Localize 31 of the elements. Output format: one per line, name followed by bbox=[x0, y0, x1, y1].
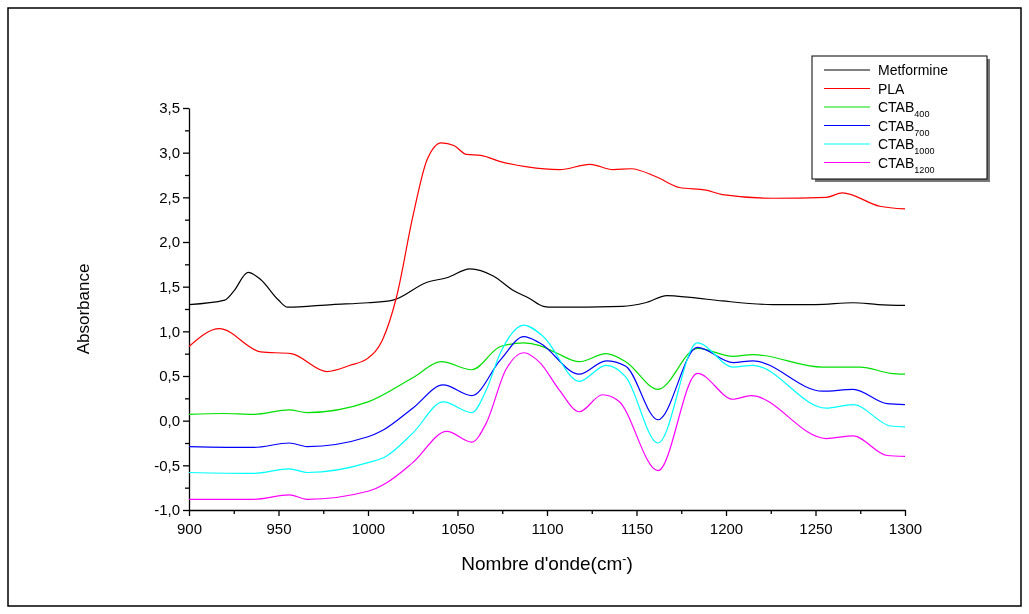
x-tick-label: 900 bbox=[176, 520, 203, 537]
y-tick-label: 3,0 bbox=[159, 143, 180, 161]
legend-label: CTAB$_{1000}$ bbox=[878, 136, 935, 156]
y-tick-label: 2,0 bbox=[159, 233, 180, 251]
x-tick-label: 1200 bbox=[709, 520, 744, 537]
y-tick-label: 3,5 bbox=[159, 99, 180, 117]
line-series bbox=[188, 324, 906, 474]
legend-label: CTAB$_{1200}$ bbox=[878, 154, 935, 175]
x-tick-label: 1100 bbox=[531, 520, 564, 537]
legend-label: Metformine bbox=[878, 62, 949, 78]
line-series bbox=[188, 352, 906, 500]
x-tick-label: 950 bbox=[266, 520, 292, 537]
legend-label: PLA bbox=[878, 80, 906, 97]
y-tick-label: -1,0 bbox=[154, 501, 180, 519]
y-tick-label: 1,5 bbox=[159, 277, 180, 295]
x-tick-label: 1300 bbox=[888, 520, 923, 537]
x-tick-label: 1000 bbox=[351, 520, 386, 537]
line-series bbox=[188, 342, 906, 416]
x-tick-label: 1250 bbox=[799, 520, 833, 537]
y-tick-label: 1,0 bbox=[159, 322, 180, 340]
y-tick-label: 0,0 bbox=[159, 411, 180, 429]
legend-label: CTAB$_{700}$ bbox=[878, 117, 930, 138]
legend-label: CTAB$_{400}$ bbox=[878, 99, 930, 119]
y-axis-title: Absorbance bbox=[74, 263, 93, 355]
x-tick-label: 1150 bbox=[620, 520, 654, 537]
y-tick-label: 0,5 bbox=[159, 367, 180, 385]
y-tick-label: 2,5 bbox=[159, 188, 180, 206]
line-series bbox=[188, 336, 906, 449]
y-tick-label: -0,5 bbox=[154, 456, 180, 474]
x-axis-title: Nombre d'onde(cm$^{-}$) bbox=[461, 552, 633, 574]
x-tick-label: 1050 bbox=[441, 520, 475, 537]
